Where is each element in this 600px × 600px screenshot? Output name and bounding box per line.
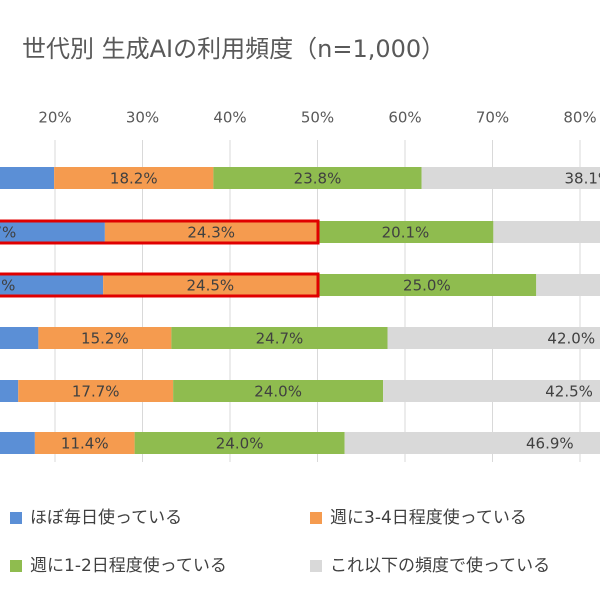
legend-swatch (310, 560, 322, 572)
value-label: 18.2% (110, 170, 158, 188)
bar-segment (0, 432, 35, 454)
x-tick-label: 20% (38, 109, 71, 127)
bar-segment (34, 432, 135, 454)
value-label: 23.8% (294, 170, 342, 188)
value-label: 11.4% (61, 435, 109, 453)
value-label: 24.0% (216, 435, 264, 453)
bar-segment (18, 380, 174, 402)
bar-segment (0, 380, 19, 402)
bar-segment (173, 380, 384, 402)
bar-segment (383, 380, 600, 402)
bar-segment (317, 274, 537, 296)
bar-segment (0, 167, 55, 189)
value-label: 25.7% (0, 224, 16, 242)
highlight-box (0, 272, 320, 298)
x-tick-label: 80% (563, 109, 596, 127)
legend-label: ほぼ毎日使っている (30, 507, 182, 528)
bar-segment (0, 221, 105, 243)
chart-title: 世代別 生成AIの利用頻度（n=1,000） (22, 35, 445, 63)
x-tick-label: 40% (213, 109, 246, 127)
x-tick-label: 60% (388, 109, 421, 127)
bar-segment (493, 221, 600, 243)
value-label: 20.1% (382, 224, 430, 242)
legend-label: これ以下の頻度で使っている (330, 555, 550, 576)
value-label: 42.5% (545, 383, 593, 401)
bar-segment (0, 327, 39, 349)
grid: 20% 30% 40% 50% 60% 70% 80% (38, 109, 597, 462)
bar-segment (134, 432, 345, 454)
bar-segment (344, 432, 600, 454)
bar-segment (104, 221, 318, 243)
bar-segment (421, 167, 600, 189)
legend-swatch (10, 560, 22, 572)
bar-segment (54, 167, 214, 189)
bar-segment (0, 274, 104, 296)
value-label: 46.9% (526, 435, 574, 453)
highlight-box (0, 219, 320, 245)
value-label: 17.7% (72, 383, 120, 401)
value-label: 25.0% (403, 277, 451, 295)
value-label: 38.1% (564, 170, 600, 188)
value-label: 15.2% (81, 330, 129, 348)
bar-segment (317, 221, 494, 243)
bar-segment (171, 327, 388, 349)
x-tick-label: 70% (476, 109, 509, 127)
legend-label: 週に1-2日程度使っている (30, 555, 227, 576)
value-label: 24.7% (256, 330, 304, 348)
x-tick-label: 30% (126, 109, 159, 127)
value-label: 24.0% (254, 383, 302, 401)
bar-segment (387, 327, 600, 349)
bars: 19.9%18.2%23.8%38.1%25.7%24.3%20.1%29.9%… (0, 167, 600, 454)
x-tick-label: 50% (301, 109, 334, 127)
value-label: 42.0% (547, 330, 595, 348)
bar-segment (103, 274, 318, 296)
bar-segment (213, 167, 422, 189)
bar-segment (536, 274, 600, 296)
legend-swatch (310, 512, 322, 524)
legend-swatch (10, 512, 22, 524)
value-label: 24.3% (187, 224, 235, 242)
legend-label: 週に3-4日程度使っている (330, 507, 527, 528)
value-label: 24.5% (186, 277, 234, 295)
bar-segment (38, 327, 172, 349)
value-label: 25.5% (0, 277, 15, 295)
